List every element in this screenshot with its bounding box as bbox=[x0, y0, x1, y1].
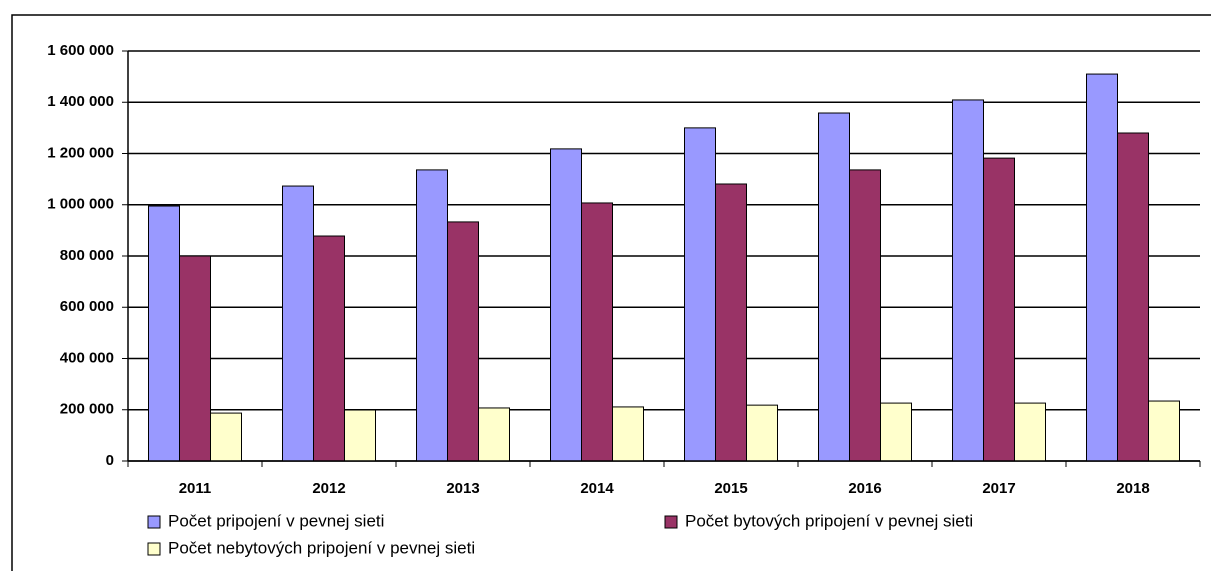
bar bbox=[313, 235, 345, 462]
bar bbox=[581, 202, 613, 462]
bar bbox=[746, 404, 778, 462]
bar bbox=[1148, 400, 1180, 462]
x-tick-label: 2016 bbox=[848, 480, 881, 497]
legend-label: Počet bytových pripojení v pevnej sieti bbox=[685, 511, 973, 530]
bar bbox=[715, 183, 747, 462]
bar bbox=[550, 148, 582, 462]
legend-swatch bbox=[147, 542, 161, 556]
y-tick-label: 200 000 bbox=[60, 401, 114, 418]
chart-frame bbox=[11, 14, 1211, 571]
legend-swatch bbox=[664, 515, 678, 529]
y-tick-label: 1 200 000 bbox=[47, 144, 114, 161]
bar bbox=[880, 402, 912, 462]
x-tick-label: 2013 bbox=[446, 480, 479, 497]
bar bbox=[612, 406, 644, 462]
bar bbox=[179, 255, 211, 462]
bar bbox=[684, 127, 716, 462]
legend-label: Počet pripojení v pevnej sieti bbox=[168, 511, 384, 530]
bar bbox=[210, 412, 242, 462]
x-tick-label: 2011 bbox=[179, 480, 212, 497]
bar bbox=[478, 407, 510, 462]
x-tick-label: 2017 bbox=[982, 480, 1015, 497]
bar bbox=[447, 221, 479, 462]
y-tick-label: 600 000 bbox=[60, 298, 114, 315]
x-tick-label: 2018 bbox=[1116, 480, 1149, 497]
x-tick-label: 2015 bbox=[714, 480, 747, 497]
y-tick-label: 1 000 000 bbox=[47, 196, 114, 213]
bar bbox=[1086, 73, 1118, 462]
y-tick-label: 400 000 bbox=[60, 349, 114, 366]
bar bbox=[344, 409, 376, 462]
bar bbox=[416, 169, 448, 462]
bar bbox=[148, 205, 180, 462]
legend-swatch bbox=[147, 515, 161, 529]
legend-label: Počet nebytových pripojení v pevnej siet… bbox=[168, 538, 475, 557]
bar bbox=[952, 99, 984, 462]
bar bbox=[983, 157, 1015, 462]
bar bbox=[818, 112, 850, 462]
x-tick-label: 2014 bbox=[580, 480, 614, 497]
y-tick-label: 1 400 000 bbox=[47, 93, 114, 110]
y-tick-label: 0 bbox=[106, 452, 114, 469]
bar bbox=[849, 169, 881, 462]
bar bbox=[282, 185, 314, 462]
bar bbox=[1117, 132, 1149, 462]
y-tick-label: 1 600 000 bbox=[47, 42, 114, 59]
x-tick-label: 2012 bbox=[312, 480, 345, 497]
bar bbox=[1014, 402, 1046, 462]
y-tick-label: 800 000 bbox=[60, 247, 114, 264]
